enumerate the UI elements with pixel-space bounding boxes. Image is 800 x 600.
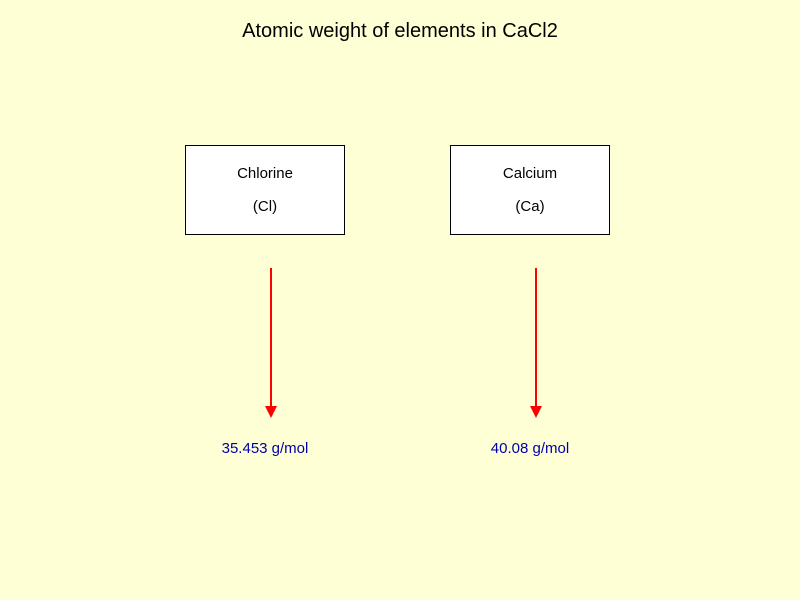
element-symbol-label: (Cl) xyxy=(253,198,277,215)
element-box-chlorine: Chlorine (Cl) xyxy=(185,145,345,235)
element-name-label: Chlorine xyxy=(237,165,293,182)
arrow-chlorine xyxy=(265,268,277,418)
weight-label-chlorine: 35.453 g/mol xyxy=(185,440,345,457)
diagram-title: Atomic weight of elements in CaCl2 xyxy=(0,20,800,43)
arrow-line xyxy=(535,268,537,408)
arrow-head-icon xyxy=(265,406,277,418)
element-box-calcium: Calcium (Ca) xyxy=(450,145,610,235)
weight-label-calcium: 40.08 g/mol xyxy=(450,440,610,457)
element-symbol-label: (Ca) xyxy=(515,198,544,215)
arrow-line xyxy=(270,268,272,408)
arrow-calcium xyxy=(530,268,542,418)
element-name-label: Calcium xyxy=(503,165,557,182)
arrow-head-icon xyxy=(530,406,542,418)
